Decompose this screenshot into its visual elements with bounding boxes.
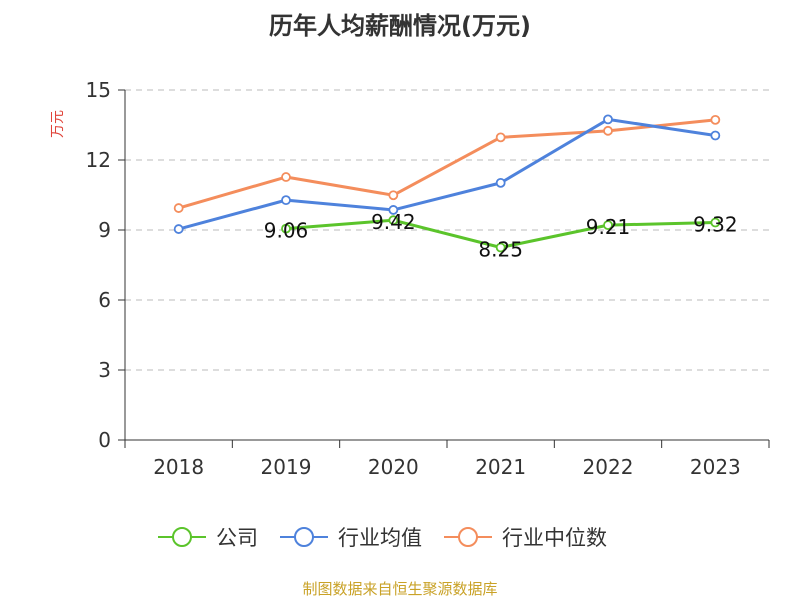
data-point <box>173 203 184 213</box>
chart-title: 历年人均薪酬情况(万元) <box>269 12 531 40</box>
data-point <box>710 130 721 141</box>
data-point <box>603 114 613 125</box>
x-tick-label: 2021 <box>475 455 526 479</box>
legend-swatch-marker <box>294 527 314 547</box>
legend-swatch-marker <box>172 527 192 547</box>
data-point <box>388 205 399 215</box>
y-axis-title: 万元 <box>50 110 66 138</box>
data-point <box>388 190 399 201</box>
data-point <box>173 224 184 234</box>
data-point <box>710 114 721 125</box>
legend-item: 公司 <box>158 526 258 550</box>
series-line <box>178 117 716 231</box>
data-label: 9.06 <box>264 219 309 243</box>
y-tick-label: 3 <box>98 358 111 382</box>
legend: 公司 行业均值 行业中位数 <box>158 526 607 550</box>
x-tick-label: 2023 <box>690 455 741 479</box>
legend-item: 行业均值 <box>280 526 422 550</box>
legend-item: 行业中位数 <box>444 526 607 550</box>
data-point <box>495 132 506 143</box>
data-point <box>388 215 399 226</box>
y-tick-label: 0 <box>98 428 111 452</box>
data-point <box>281 223 291 234</box>
series-line <box>178 118 716 210</box>
data-label: 9.32 <box>693 213 738 237</box>
data-point <box>281 195 291 206</box>
data-label: 9.21 <box>586 215 631 239</box>
data-point <box>603 220 613 231</box>
axes: 0 3 6 9 12 15 2018 2019 2020 2021 2022 2023 <box>86 78 770 479</box>
y-tick-label: 15 <box>86 78 111 102</box>
data-labels: 9.06 9.42 8.25 9.21 9.32 <box>264 210 738 261</box>
legend-label: 行业均值 <box>338 526 422 550</box>
y-tick-label: 9 <box>98 218 111 242</box>
legend-swatch-marker <box>458 527 478 547</box>
x-tick-label: 2019 <box>261 455 312 479</box>
x-tick-label: 2020 <box>368 455 419 479</box>
data-point <box>710 217 721 228</box>
y-tick-label: 12 <box>86 148 111 172</box>
series-lines <box>173 114 721 253</box>
x-tick-label: 2018 <box>153 455 204 479</box>
x-tick-label: 2022 <box>583 455 634 479</box>
data-point <box>281 172 291 182</box>
grid-lines <box>125 89 769 371</box>
source-note: 制图数据来自恒生聚源数据库 <box>302 580 497 598</box>
y-tick-label: 6 <box>98 288 111 312</box>
legend-label: 公司 <box>216 526 258 550</box>
legend-label: 行业中位数 <box>502 526 607 550</box>
data-label: 8.25 <box>478 238 523 262</box>
data-point <box>495 242 506 253</box>
data-point <box>495 177 506 188</box>
data-point <box>603 125 613 136</box>
data-label: 9.42 <box>371 210 416 234</box>
